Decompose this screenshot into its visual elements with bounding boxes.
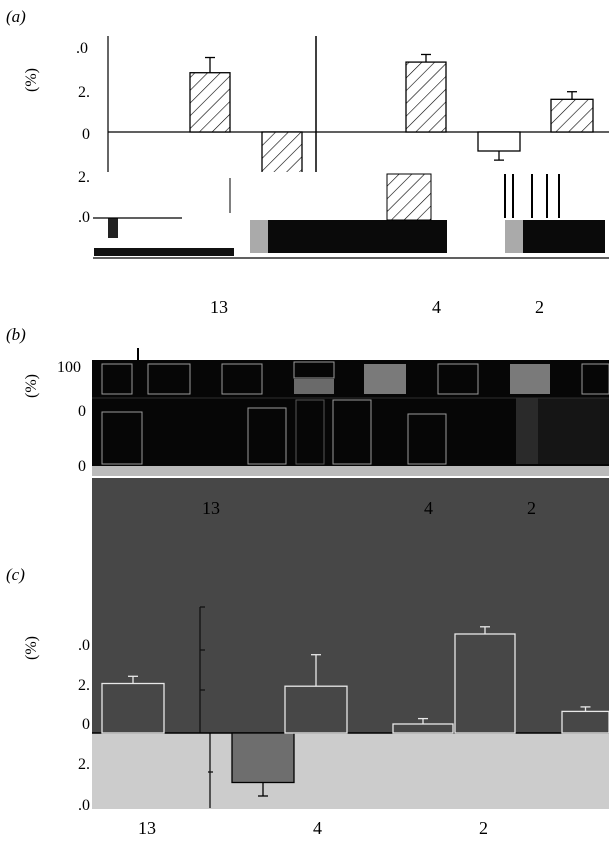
panel-a-ylabel: (%) [23,68,40,92]
panel-b-xaxis-band [92,466,609,476]
panel-b-label: (b) [6,325,26,344]
panel-c-ytick: 2. [78,756,90,773]
panel-a: (a) (%) .0 2. 0 2. .0 [6,7,609,317]
panel-a-bars [189,53,594,186]
bar [284,685,348,734]
bar [550,98,594,133]
panel-c-group-label: 2 [479,818,488,838]
panel-a-artifact-strip [92,172,609,262]
panel-c-label: (c) [6,565,25,584]
panel-a-ytick: 0 [82,126,90,143]
panel-c-ytick: .0 [78,637,90,654]
panel-c-background [92,478,609,733]
panel-b-group-label: 2 [527,498,536,518]
panel-b-ylabel: (%) [23,374,40,398]
panel-c-bars [101,626,609,797]
panel-b-group-label: 4 [424,498,433,518]
bar [231,732,295,784]
panel-a-group-label: 4 [432,297,441,317]
panel-c-lower-band [92,733,609,809]
panel-b-ytick: 0 [78,458,86,475]
panel-a-ytick: .0 [76,40,88,57]
panel-a-ytick: 2. [78,84,90,101]
panel-a-group-label: 13 [210,297,228,317]
panel-c-ylabel: (%) [23,636,40,660]
panel-c-ytick: .0 [78,797,90,814]
panel-c: (c) (%) .0 2. 0 2. .0 13 4 2 [6,565,609,838]
panel-a-ytick: 2. [78,169,90,186]
panel-b-ytick: 0 [78,403,86,420]
panel-a-ytick: .0 [78,209,90,226]
panel-a-label: (a) [6,7,26,26]
panel-b: (b) (%) 100 0 0 13 4 2 [6,325,609,518]
bar [477,131,521,152]
panel-b-group-label: 13 [202,498,220,518]
bar [405,61,447,133]
panel-c-group-label: 13 [138,818,156,838]
panel-c-ytick: 0 [82,716,90,733]
bar [392,723,454,734]
bar [189,72,231,133]
panel-c-group-label: 4 [313,818,322,838]
bar [454,633,516,734]
bar [561,710,609,734]
panel-a-group-label: 2 [535,297,544,317]
bar [101,682,165,734]
panel-b-ytick: 100 [57,359,81,376]
panel-c-ytick: 2. [78,677,90,694]
